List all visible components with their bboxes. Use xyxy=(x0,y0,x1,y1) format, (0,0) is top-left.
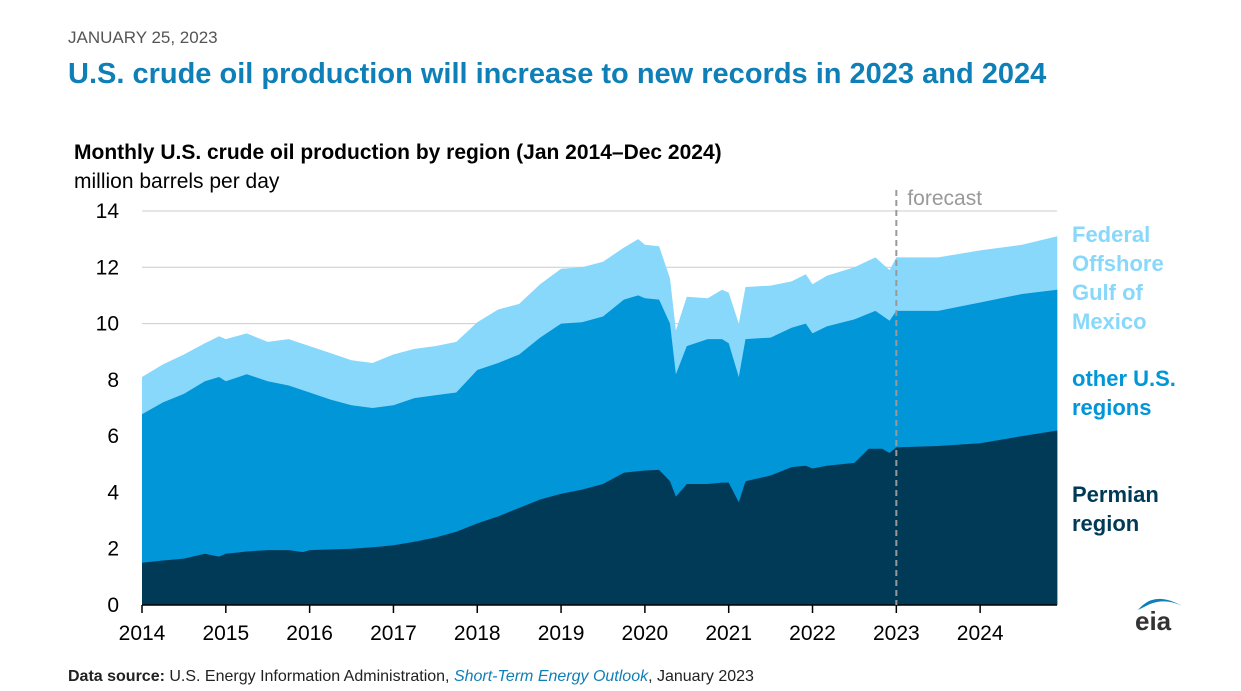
x-tick-label: 2021 xyxy=(705,622,752,645)
forecast-label: forecast xyxy=(907,187,982,210)
y-tick-label: 2 xyxy=(107,538,119,561)
legend-permian: Permian region xyxy=(1072,480,1159,538)
eia-logo-swoosh xyxy=(1138,598,1182,610)
headline: U.S. crude oil production will increase … xyxy=(68,58,1047,90)
legend-gulf-line: Federal xyxy=(1072,222,1151,247)
source-text: U.S. Energy Information Administration, xyxy=(164,668,454,685)
x-tick-label: 2022 xyxy=(789,622,836,645)
y-tick-label: 6 xyxy=(107,425,119,448)
x-tick-label: 2023 xyxy=(873,622,920,645)
legend-other-line: regions xyxy=(1072,395,1152,420)
forecast-marker: forecast xyxy=(895,187,982,605)
legend-other-line: other U.S. xyxy=(1072,366,1176,391)
x-tick-label: 2024 xyxy=(957,622,1004,645)
source-label: Data source: xyxy=(68,668,165,685)
eia-logo: eia xyxy=(1135,598,1182,636)
legend-gulf-of-mexico: Federal Offshore Gulf of Mexico xyxy=(1072,220,1164,336)
release-date: JANUARY 25, 2023 xyxy=(68,28,218,47)
x-tick-label: 2016 xyxy=(286,622,333,645)
y-axis-label: million barrels per day xyxy=(74,170,280,193)
legend-gulf-line: Mexico xyxy=(1072,309,1147,334)
legend-gulf-line: Gulf of xyxy=(1072,280,1143,305)
y-tick-label: 8 xyxy=(107,369,119,392)
legend-gulf-line: Offshore xyxy=(1072,251,1164,276)
x-tick-label: 2015 xyxy=(202,622,249,645)
area-series xyxy=(142,236,1058,606)
legend-permian-line: region xyxy=(1072,511,1140,536)
eia-logo-text: eia xyxy=(1135,606,1172,636)
y-tick-label: 14 xyxy=(96,200,120,223)
source-date: , January 2023 xyxy=(648,668,754,685)
y-tick-label: 4 xyxy=(107,481,119,504)
x-tick-label: 2017 xyxy=(370,622,417,645)
x-tick-label: 2019 xyxy=(538,622,585,645)
x-tick-label: 2018 xyxy=(454,622,501,645)
axes: 0 2 4 6 8 10 12 14 2014 2015 2016 2017 2018 2019 2020 2… xyxy=(96,200,1057,645)
y-tick-label: 0 xyxy=(107,594,119,617)
source-publication-link[interactable]: Short-Term Energy Outlook xyxy=(453,668,649,685)
x-tick-label: 2014 xyxy=(119,622,166,645)
y-tick-label: 12 xyxy=(96,256,119,279)
x-tick-label: 2020 xyxy=(622,622,669,645)
y-tick-label: 10 xyxy=(96,313,119,336)
area-permian xyxy=(142,430,1058,605)
chart-title: Monthly U.S. crude oil production by reg… xyxy=(74,141,722,164)
legend-other-regions: other U.S. regions xyxy=(1072,364,1176,422)
legend-permian-line: Permian xyxy=(1072,482,1159,507)
data-source: Data source: U.S. Energy Information Adm… xyxy=(68,668,754,686)
